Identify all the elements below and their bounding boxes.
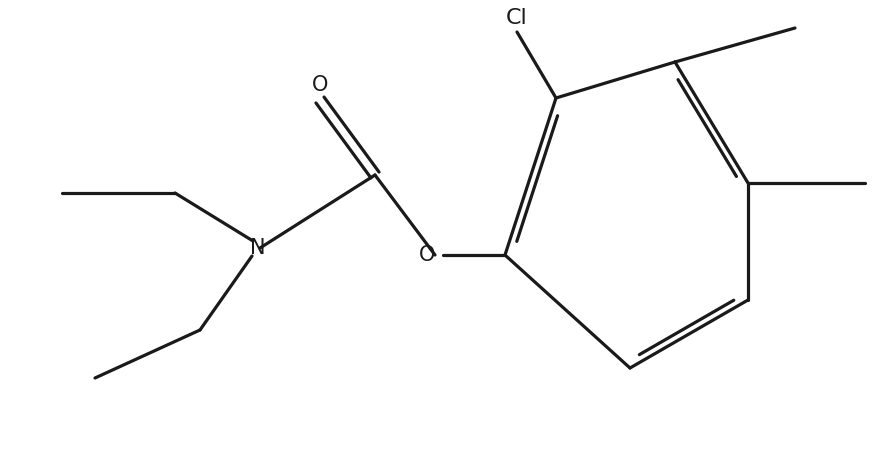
Text: N: N bbox=[250, 238, 266, 258]
Text: O: O bbox=[419, 245, 435, 265]
Text: Cl: Cl bbox=[507, 8, 528, 28]
Text: O: O bbox=[312, 75, 328, 95]
